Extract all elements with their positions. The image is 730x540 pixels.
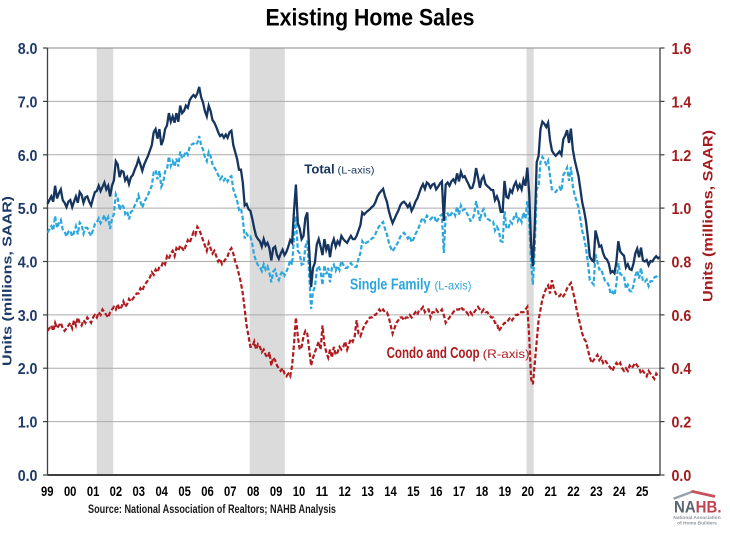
svg-text:(L-axis): (L-axis) (338, 165, 375, 177)
svg-text:21: 21 (544, 484, 557, 499)
svg-text:08: 08 (247, 484, 260, 499)
svg-text:07: 07 (224, 484, 237, 499)
svg-text:22: 22 (567, 484, 580, 499)
svg-text:(R-axis): (R-axis) (483, 347, 530, 361)
svg-text:3.0: 3.0 (18, 308, 38, 325)
svg-text:20: 20 (522, 484, 535, 499)
svg-text:06: 06 (201, 484, 214, 499)
svg-text:1.6: 1.6 (672, 41, 692, 58)
svg-text:18: 18 (476, 484, 489, 499)
svg-text:04: 04 (155, 484, 168, 499)
svg-text:Units (millions, SAAR): Units (millions, SAAR) (0, 196, 15, 366)
svg-text:8.0: 8.0 (18, 41, 38, 58)
svg-text:NAHB.: NAHB. (674, 499, 722, 517)
svg-text:1.0: 1.0 (18, 415, 38, 432)
svg-text:12: 12 (338, 484, 351, 499)
svg-text:0.4: 0.4 (672, 361, 692, 378)
svg-text:24: 24 (613, 484, 626, 499)
svg-text:0.0: 0.0 (18, 468, 38, 485)
svg-text:Units (millions, SAAR): Units (millions, SAAR) (701, 130, 716, 302)
svg-text:5.0: 5.0 (18, 201, 38, 218)
svg-text:05: 05 (178, 484, 191, 499)
svg-text:00: 00 (64, 484, 77, 499)
svg-text:Source: National Association o: Source: National Association of Realtors… (88, 504, 336, 516)
svg-text:Condo and Coop: Condo and Coop (387, 345, 480, 362)
svg-text:03: 03 (133, 484, 146, 499)
svg-text:15: 15 (407, 484, 420, 499)
svg-text:6.0: 6.0 (18, 148, 38, 165)
svg-text:1.4: 1.4 (672, 94, 692, 111)
svg-text:0.8: 0.8 (672, 255, 692, 272)
svg-text:0.0: 0.0 (672, 468, 692, 485)
svg-text:09: 09 (270, 484, 283, 499)
svg-text:19: 19 (499, 484, 512, 499)
svg-text:0.2: 0.2 (672, 415, 692, 432)
svg-text:7.0: 7.0 (18, 94, 38, 111)
svg-text:1.0: 1.0 (672, 201, 692, 218)
svg-text:10: 10 (293, 484, 306, 499)
svg-text:01: 01 (87, 484, 100, 499)
svg-text:11: 11 (316, 484, 329, 499)
svg-text:23: 23 (590, 484, 603, 499)
svg-text:25: 25 (636, 484, 649, 499)
svg-text:16: 16 (430, 484, 443, 499)
svg-text:13: 13 (361, 484, 374, 499)
svg-text:99: 99 (41, 484, 54, 499)
svg-text:0.6: 0.6 (672, 308, 692, 325)
svg-text:4.0: 4.0 (18, 255, 38, 272)
svg-text:Single Family: Single Family (350, 277, 431, 294)
svg-text:Total: Total (304, 162, 334, 177)
svg-text:Existing Home Sales: Existing Home Sales (266, 5, 475, 32)
svg-text:of Home Builders: of Home Builders (677, 521, 717, 527)
svg-text:2.0: 2.0 (18, 361, 38, 378)
svg-text:1.2: 1.2 (672, 148, 692, 165)
svg-text:17: 17 (453, 484, 466, 499)
svg-text:(L-axis): (L-axis) (435, 279, 472, 293)
svg-text:02: 02 (110, 484, 123, 499)
svg-text:National Association: National Association (673, 515, 720, 521)
svg-text:14: 14 (384, 484, 397, 499)
